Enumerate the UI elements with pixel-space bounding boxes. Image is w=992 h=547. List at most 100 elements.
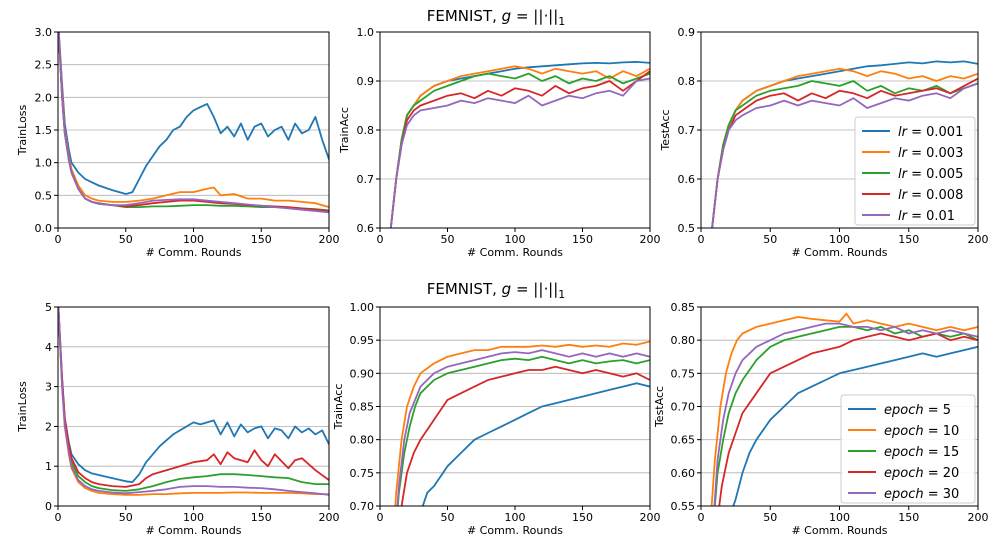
x-tick-label: 200 bbox=[319, 511, 340, 524]
y-tick-label: 1.0 bbox=[35, 157, 53, 170]
x-tick-label: 100 bbox=[829, 511, 850, 524]
chart-panel-1-0: 0 50 100 150 200 0 1 2 3 4 5 # Comm. Rounds TrainLos… bbox=[16, 301, 340, 537]
y-tick-label: 0.9 bbox=[357, 75, 375, 88]
y-tick-label: 0.6 bbox=[678, 173, 696, 186]
y-tick-label: 0.65 bbox=[671, 434, 696, 447]
svg-text:FEMNIST, g = ||·||1: FEMNIST, g = ||·||1 bbox=[427, 280, 566, 301]
x-tick-label: 100 bbox=[829, 233, 850, 246]
y-axis-label: TrainLoss bbox=[16, 104, 29, 156]
series-line-2 bbox=[710, 312, 978, 506]
row-title-top: FEMNIST, g = ||·||1 bbox=[427, 7, 566, 28]
series-line-4 bbox=[389, 70, 650, 228]
y-tick-label: 0.80 bbox=[350, 434, 375, 447]
series-line-2 bbox=[58, 32, 329, 208]
row-title-prefix: FEMNIST, bbox=[427, 280, 502, 298]
chart-panel-0-2: 0 50 100 150 200 0.5 0.6 0.7 0.8 0.9 # Comm. Round… bbox=[659, 26, 989, 259]
x-tick-label: 200 bbox=[968, 233, 989, 246]
row-title-norm: g = ||·|| bbox=[502, 7, 559, 25]
y-tick-label: 2.5 bbox=[35, 59, 53, 72]
y-tick-label: 4 bbox=[45, 341, 52, 354]
x-tick-label: 50 bbox=[441, 233, 455, 246]
x-tick-label: 0 bbox=[55, 511, 62, 524]
legend: epoch = 5 epoch = 10 epoch = 15 epoch = 20 e… bbox=[840, 394, 976, 504]
row-title-subscript: 1 bbox=[558, 15, 565, 28]
y-tick-label: 0.5 bbox=[678, 222, 696, 235]
series-line-4 bbox=[58, 307, 329, 488]
series-line-2 bbox=[394, 340, 650, 506]
y-tick-label: 2 bbox=[45, 420, 52, 433]
chart-panel-0-0: 0 50 100 150 200 0.0 0.5 1.0 1.5 2.0 2.5 3.0 # Comm.… bbox=[16, 26, 340, 259]
series-line-5 bbox=[711, 82, 978, 228]
y-tick-label: 0.75 bbox=[671, 367, 696, 380]
y-tick-label: 0.0 bbox=[35, 222, 53, 235]
x-axis-label: # Comm. Rounds bbox=[145, 524, 241, 537]
y-tick-label: 0.85 bbox=[671, 301, 696, 314]
series-line-2 bbox=[58, 307, 329, 496]
series-line-1 bbox=[58, 32, 329, 195]
y-tick-label: 0.7 bbox=[678, 124, 696, 137]
svg-text:FEMNIST, g = ||·||1: FEMNIST, g = ||·||1 bbox=[427, 7, 566, 28]
legend-label-1: lr = 0.001 bbox=[898, 125, 963, 140]
row-title-prefix: FEMNIST, bbox=[427, 7, 502, 25]
y-tick-label: 2.0 bbox=[35, 91, 53, 104]
y-tick-label: 0.85 bbox=[350, 401, 375, 414]
y-tick-label: 0.5 bbox=[35, 189, 53, 202]
x-tick-label: 200 bbox=[968, 511, 989, 524]
row-title-subscript: 1 bbox=[558, 288, 565, 301]
chart-panel-1-2: 0 50 100 150 200 0.55 0.60 0.65 0.70 0.75 0.80 0.85… bbox=[653, 301, 989, 537]
x-axis-label: # Comm. Rounds bbox=[791, 524, 887, 537]
y-tick-label: 0.95 bbox=[350, 334, 375, 347]
y-tick-label: 0.80 bbox=[671, 334, 696, 347]
x-tick-label: 150 bbox=[572, 511, 593, 524]
x-tick-label: 50 bbox=[763, 511, 777, 524]
x-axis-label: # Comm. Rounds bbox=[145, 246, 241, 259]
y-tick-label: 0.70 bbox=[350, 500, 375, 513]
legend-label-5: lr = 0.01 bbox=[898, 209, 955, 224]
x-axis-label: # Comm. Rounds bbox=[791, 246, 887, 259]
y-tick-label: 0.55 bbox=[671, 500, 696, 513]
x-tick-label: 0 bbox=[377, 233, 384, 246]
x-tick-label: 200 bbox=[640, 233, 661, 246]
x-tick-label: 50 bbox=[441, 511, 455, 524]
x-tick-label: 50 bbox=[119, 233, 133, 246]
x-tick-label: 50 bbox=[119, 511, 133, 524]
y-axis-label: TrainAcc bbox=[332, 384, 345, 431]
series-line-5 bbox=[389, 77, 650, 228]
series-line-1 bbox=[58, 307, 329, 483]
x-tick-label: 0 bbox=[698, 233, 705, 246]
y-tick-label: 3 bbox=[45, 381, 52, 394]
series-line-5 bbox=[713, 322, 978, 506]
series-line-3 bbox=[58, 307, 329, 492]
y-tick-label: 1.5 bbox=[35, 124, 53, 137]
legend-box bbox=[840, 394, 976, 504]
series-line-4 bbox=[400, 365, 650, 506]
legend-box bbox=[854, 116, 976, 226]
x-tick-label: 0 bbox=[698, 511, 705, 524]
x-tick-label: 100 bbox=[505, 511, 526, 524]
x-tick-label: 0 bbox=[55, 233, 62, 246]
legend-label-4: lr = 0.008 bbox=[898, 188, 963, 203]
y-tick-label: 0.60 bbox=[671, 467, 696, 480]
x-axis-label: # Comm. Rounds bbox=[467, 246, 563, 259]
y-axis-label: TrainLoss bbox=[16, 381, 29, 433]
legend-label-5: epoch = 30 bbox=[884, 487, 959, 502]
y-axis-label: TestAcc bbox=[659, 109, 672, 151]
y-axis-label: TrainAcc bbox=[338, 107, 351, 154]
x-tick-label: 150 bbox=[251, 233, 272, 246]
x-axis-label: # Comm. Rounds bbox=[467, 524, 563, 537]
x-tick-label: 100 bbox=[505, 233, 526, 246]
series-line-5 bbox=[58, 307, 329, 496]
y-tick-label: 0.75 bbox=[350, 467, 375, 480]
y-tick-label: 0.8 bbox=[357, 124, 375, 137]
series-line-3 bbox=[396, 355, 650, 506]
x-tick-label: 150 bbox=[898, 233, 919, 246]
x-tick-label: 150 bbox=[572, 233, 593, 246]
legend-label-4: epoch = 20 bbox=[884, 466, 959, 481]
series-line-4 bbox=[58, 32, 329, 212]
legend-label-2: lr = 0.003 bbox=[898, 146, 963, 161]
x-tick-label: 150 bbox=[898, 511, 919, 524]
legend-label-3: epoch = 15 bbox=[884, 445, 959, 460]
y-axis-label: TestAcc bbox=[653, 386, 666, 428]
